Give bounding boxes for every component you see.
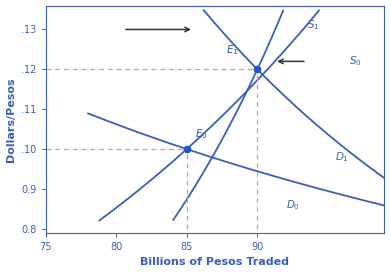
Text: $E_1$: $E_1$ xyxy=(226,44,239,57)
Text: $S_1$: $S_1$ xyxy=(307,19,319,32)
Text: $E_0$: $E_0$ xyxy=(195,127,208,141)
X-axis label: Billions of Pesos Traded: Billions of Pesos Traded xyxy=(140,257,289,268)
Y-axis label: Dollars/Pesos: Dollars/Pesos xyxy=(5,77,16,162)
Text: $S_0$: $S_0$ xyxy=(349,55,362,68)
Text: $D_1$: $D_1$ xyxy=(335,150,349,164)
Text: $D_0$: $D_0$ xyxy=(285,198,300,212)
